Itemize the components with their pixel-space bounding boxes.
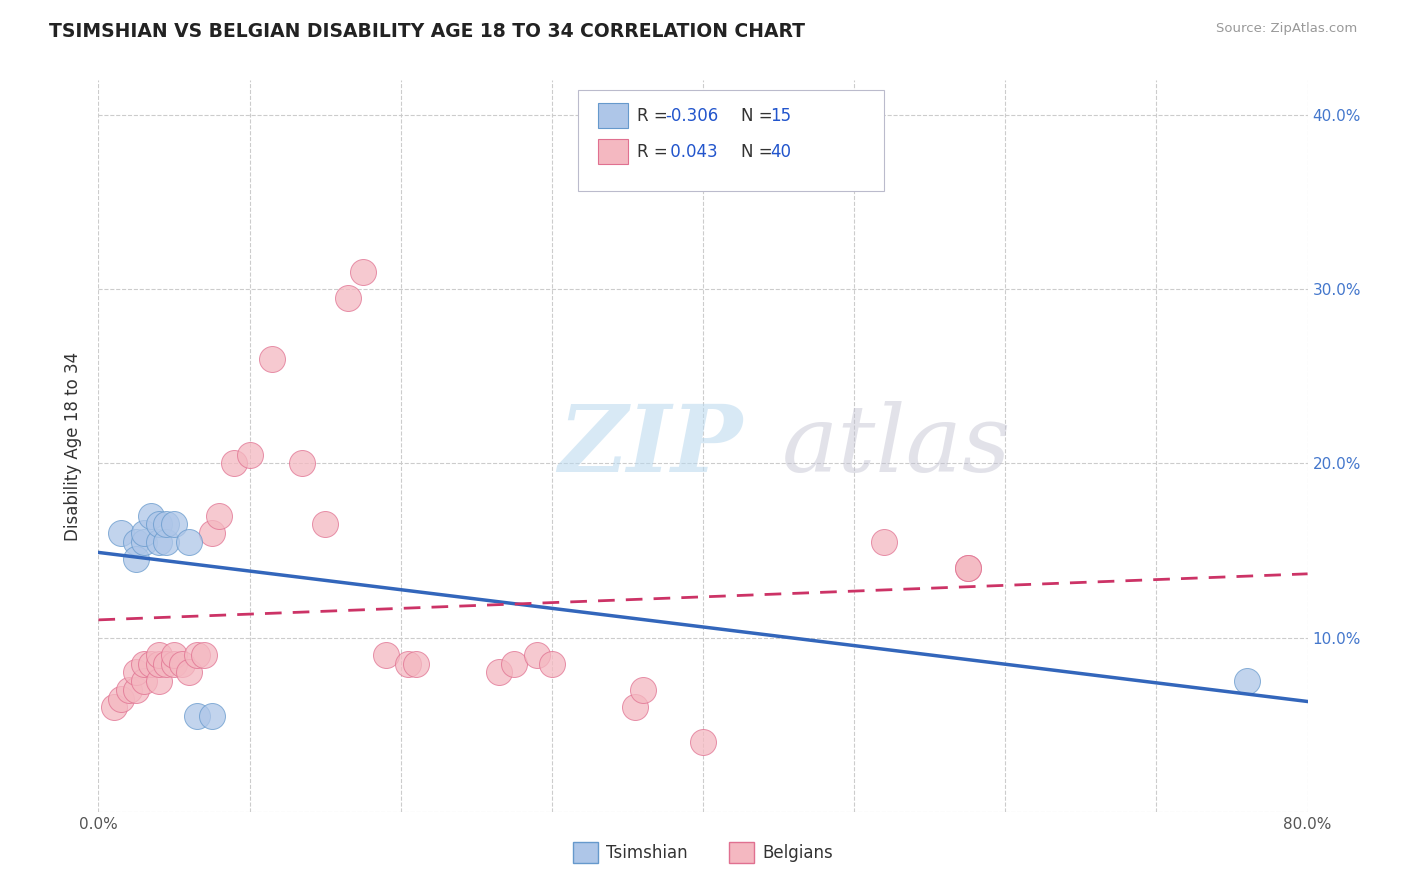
Point	[208, 508, 231, 523]
Point	[170, 657, 193, 671]
Point	[291, 457, 314, 471]
Point	[132, 534, 155, 549]
Point	[132, 657, 155, 671]
Point	[314, 517, 336, 532]
Text: atlas: atlas	[782, 401, 1011, 491]
Text: TSIMSHIAN VS BELGIAN DISABILITY AGE 18 TO 34 CORRELATION CHART: TSIMSHIAN VS BELGIAN DISABILITY AGE 18 T…	[49, 22, 806, 41]
Text: N =: N =	[741, 143, 778, 161]
Point	[503, 657, 526, 671]
Text: 0.043: 0.043	[665, 143, 717, 161]
Point	[141, 657, 163, 671]
Point	[336, 291, 359, 305]
Point	[148, 674, 170, 689]
Point	[141, 508, 163, 523]
Point	[148, 517, 170, 532]
Point	[873, 534, 896, 549]
Point	[179, 665, 201, 680]
Point	[186, 709, 208, 723]
Point	[239, 448, 262, 462]
Point	[155, 657, 177, 671]
Point	[201, 709, 224, 723]
Point	[125, 665, 148, 680]
Point	[155, 534, 177, 549]
Point	[132, 674, 155, 689]
Point	[125, 682, 148, 697]
Point	[1236, 674, 1258, 689]
Point	[163, 517, 186, 532]
Point	[224, 457, 246, 471]
Point	[132, 526, 155, 541]
Text: Source: ZipAtlas.com: Source: ZipAtlas.com	[1216, 22, 1357, 36]
Legend: Tsimshian, Belgians: Tsimshian, Belgians	[567, 836, 839, 869]
Text: R =: R =	[637, 143, 673, 161]
Text: -0.306: -0.306	[665, 107, 718, 125]
Point	[110, 526, 132, 541]
Text: R =: R =	[637, 107, 673, 125]
Point	[374, 648, 396, 662]
Point	[540, 657, 562, 671]
Point	[118, 682, 141, 697]
Point	[526, 648, 548, 662]
Point	[405, 657, 427, 671]
Point	[155, 517, 177, 532]
Point	[125, 552, 148, 566]
Point	[186, 648, 208, 662]
Point	[631, 682, 654, 697]
Point	[163, 648, 186, 662]
Point	[956, 561, 979, 575]
Text: N =: N =	[741, 107, 778, 125]
Point	[110, 691, 132, 706]
Point	[125, 534, 148, 549]
Text: 40: 40	[770, 143, 792, 161]
Point	[201, 526, 224, 541]
Point	[148, 534, 170, 549]
Point	[148, 657, 170, 671]
Point	[956, 561, 979, 575]
Y-axis label: Disability Age 18 to 34: Disability Age 18 to 34	[65, 351, 83, 541]
Point	[396, 657, 419, 671]
Point	[352, 265, 374, 279]
Point	[624, 700, 647, 714]
Point	[488, 665, 510, 680]
Point	[103, 700, 125, 714]
Point	[179, 534, 201, 549]
Text: ZIP: ZIP	[558, 401, 742, 491]
Point	[148, 648, 170, 662]
Text: 15: 15	[770, 107, 792, 125]
Point	[692, 735, 714, 749]
Point	[193, 648, 215, 662]
Point	[163, 657, 186, 671]
Point	[262, 351, 284, 366]
